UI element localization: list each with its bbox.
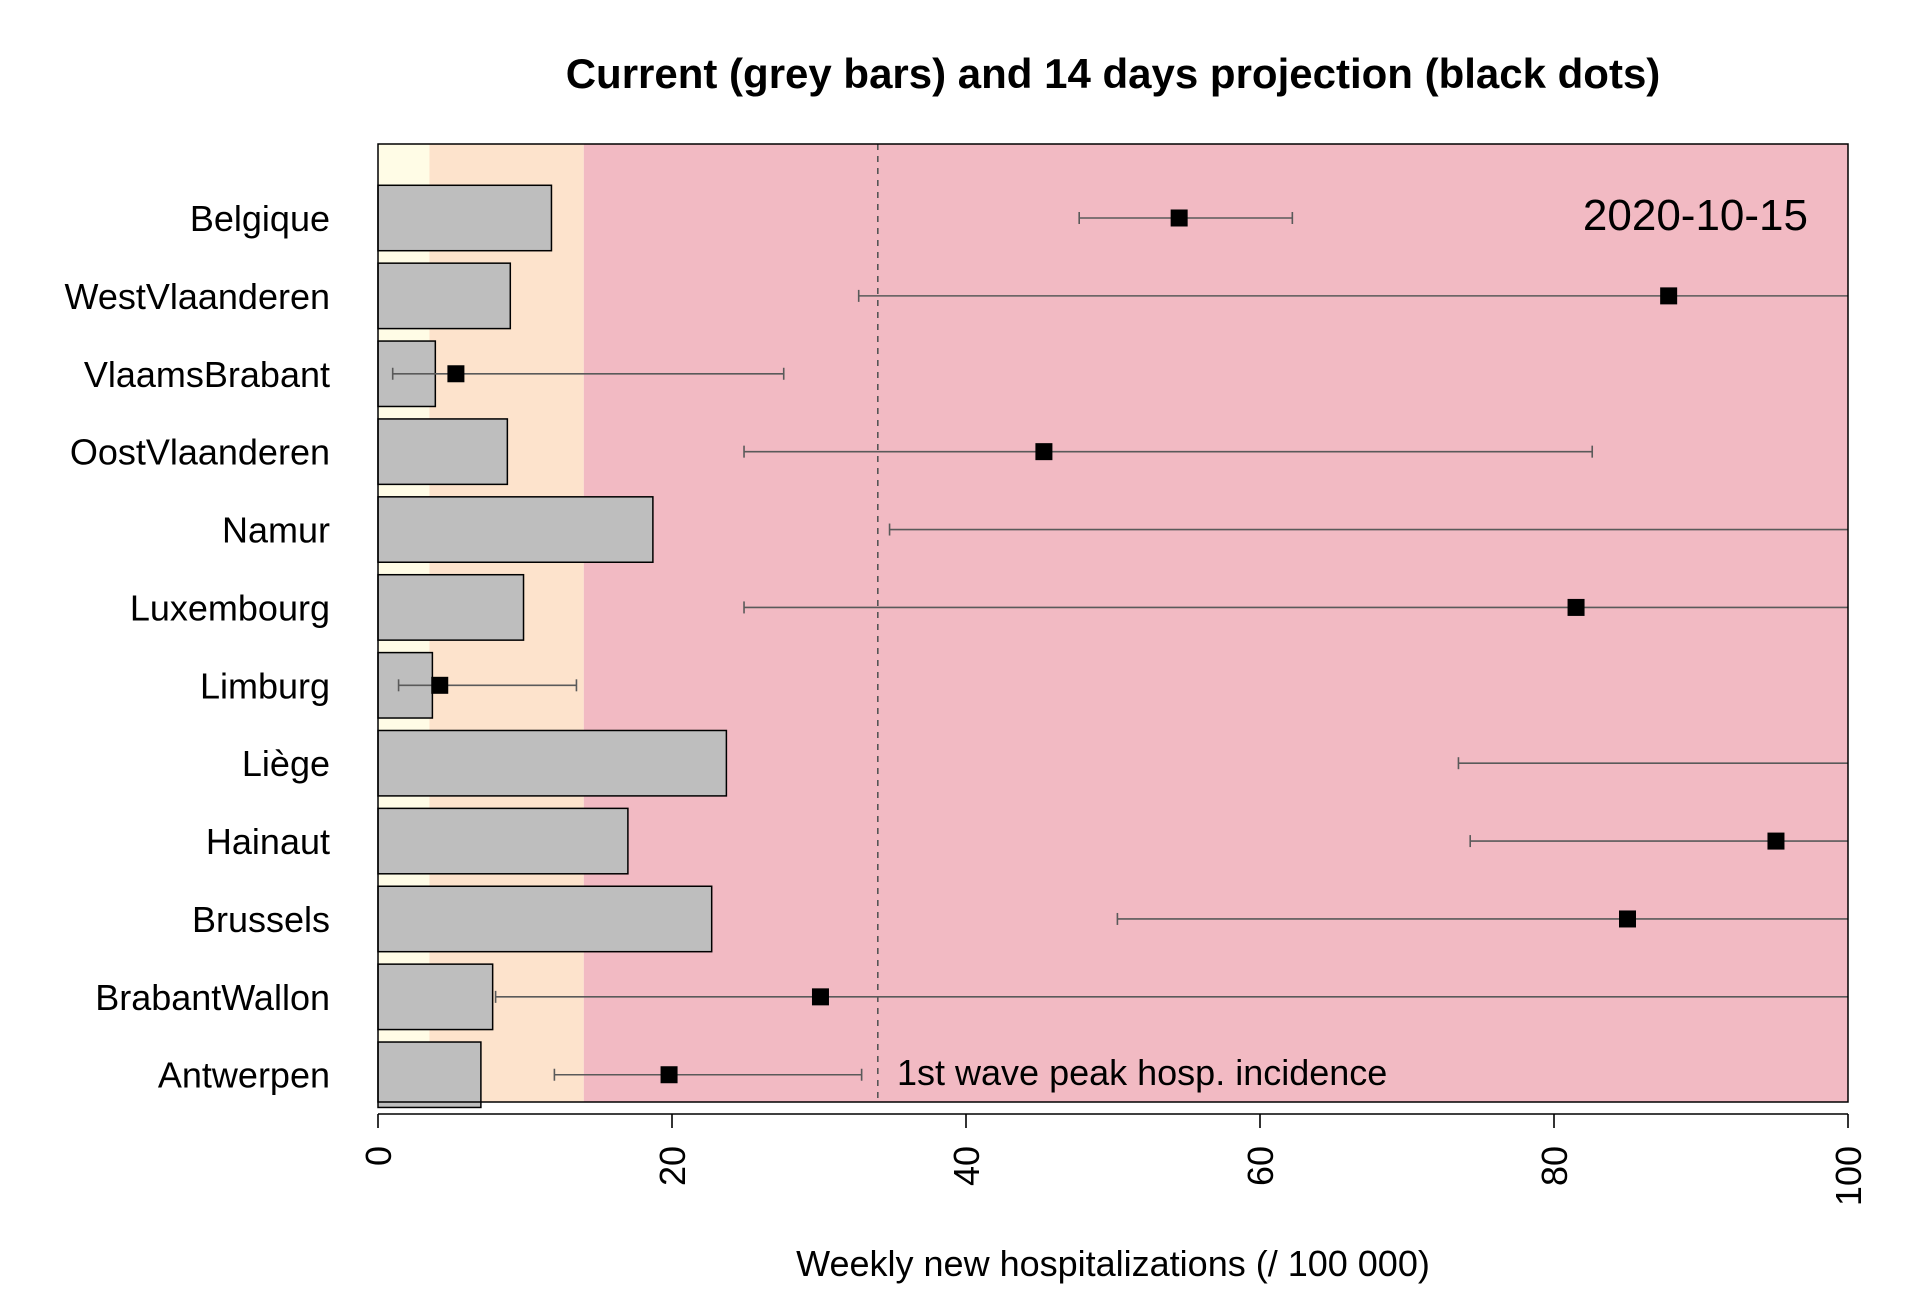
y-tick-label-Limburg: Limburg (200, 665, 330, 706)
y-tick-label-Belgique: Belgique (190, 198, 330, 239)
bar-Hainaut (377, 807, 629, 875)
projection-point-Luxembourg (1567, 598, 1585, 616)
projection-point-WestVlaanderen (1660, 287, 1678, 305)
y-tick-label-WestVlaanderen: WestVlaanderen (65, 276, 331, 317)
date-label: 2020-10-15 (1583, 191, 1808, 240)
reference-line-label: 1st wave peak hosp. incidence (897, 1052, 1387, 1093)
y-tick-label-Liège: Liège (242, 743, 330, 784)
y-tick-label-VlaamsBrabant: VlaamsBrabant (84, 354, 330, 395)
bar-Brussels (377, 885, 713, 953)
bar-Namur (377, 496, 654, 563)
projection-point-Hainaut (1767, 832, 1785, 850)
x-axis: 0 20 40 60 80 100 (358, 1113, 1869, 1206)
projection-point-Limburg (431, 676, 449, 694)
y-tick-label-Luxembourg: Luxembourg (130, 587, 330, 628)
y-tick-label-BrabantWallon: BrabantWallon (95, 977, 330, 1018)
projection-point-Brussels (1619, 910, 1636, 928)
x-tick-label-80: 80 (1534, 1146, 1575, 1186)
x-tick-label-60: 60 (1240, 1146, 1281, 1186)
projection-points (431, 209, 1785, 1084)
bar-Luxembourg (377, 573, 525, 641)
x-tick-label-0: 0 (358, 1146, 399, 1166)
y-tick-label-Hainaut: Hainaut (206, 821, 330, 862)
current-bars (377, 184, 728, 1109)
x-tick-label-100: 100 (1828, 1146, 1869, 1206)
background-band-2 (583, 144, 1848, 1102)
x-tick-label-20: 20 (652, 1146, 693, 1186)
bar-Belgique (377, 184, 553, 252)
projection-point-BrabantWallon (811, 988, 829, 1006)
projection-point-Belgique (1170, 209, 1188, 227)
bar-BrabantWallon (377, 963, 494, 1031)
projection-point-OostVlaanderen (1035, 443, 1053, 461)
bar-OostVlaanderen (377, 418, 509, 486)
projection-point-VlaamsBrabant (447, 365, 465, 383)
chart-title: Current (grey bars) and 14 days projecti… (566, 50, 1661, 97)
y-tick-label-OostVlaanderen: OostVlaanderen (70, 432, 330, 473)
y-tick-label-Brussels: Brussels (192, 899, 330, 940)
projection-error-bars (391, 211, 1848, 1081)
x-tick-label-40: 40 (946, 1146, 987, 1186)
y-tick-label-Antwerpen: Antwerpen (158, 1055, 330, 1096)
bar-WestVlaanderen (377, 262, 512, 330)
plot-frame (377, 143, 1849, 1103)
x-axis-title: Weekly new hospitalizations (/ 100 000) (796, 1243, 1430, 1284)
bar-Liège (377, 729, 728, 797)
bar-Antwerpen (377, 1041, 482, 1109)
background-bands (378, 144, 1848, 1102)
y-axis-labels: Belgique WestVlaanderen VlaamsBrabant OostV… (65, 198, 331, 1096)
y-tick-label-Namur: Namur (222, 510, 330, 551)
projection-point-Antwerpen (660, 1066, 678, 1084)
